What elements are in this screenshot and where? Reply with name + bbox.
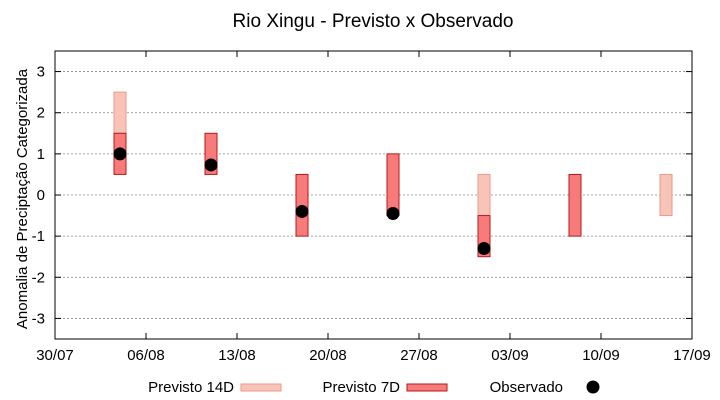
y-axis-label: Anomalia de Preciptação Categorizada	[14, 68, 31, 329]
legend-label: Observado	[490, 379, 563, 396]
legend-label: Previsto 14D	[148, 379, 234, 396]
observado-point	[386, 207, 400, 221]
x-tick-label: 27/08	[400, 347, 438, 364]
previsto-14d-bar	[477, 173, 491, 217]
y-tick-label: 0	[37, 187, 45, 204]
x-tick-label: 03/09	[491, 347, 529, 364]
legend-label: Previsto 7D	[322, 379, 400, 396]
legend-swatch-previsto-7d	[406, 383, 448, 392]
x-tick-label: 17/09	[673, 347, 711, 364]
observado-point	[204, 158, 218, 172]
y-tick-label: -2	[32, 269, 45, 286]
y-tick-label: 3	[37, 64, 45, 81]
grid-lines	[55, 71, 692, 319]
y-tick-label: 2	[37, 105, 45, 122]
axis-ticks: -3 -2 -1 0 1 2 3 30/07 06/08 13/08 20/08 27/08 03/09…	[32, 51, 711, 364]
x-tick-label: 30/07	[36, 347, 74, 364]
range-bars	[113, 91, 673, 258]
x-tick-label: 06/08	[127, 347, 165, 364]
x-tick-label: 10/09	[582, 347, 620, 364]
observado-point	[113, 147, 127, 161]
previsto-14d-bar	[113, 91, 127, 134]
x-tick-label: 13/08	[218, 347, 256, 364]
observado-point	[477, 241, 491, 255]
observado-point	[295, 204, 309, 218]
chart-title: Rio Xingu - Previsto x Observado	[233, 11, 514, 32]
previsto-14d-bar	[659, 173, 673, 217]
x-tick-label: 20/08	[309, 347, 347, 364]
y-tick-label: -1	[32, 228, 45, 245]
previsto-7d-bar	[568, 173, 582, 237]
y-tick-label: -3	[32, 310, 45, 327]
y-tick-label: 1	[37, 146, 45, 163]
previsto-7d-bar	[386, 153, 400, 217]
legend-swatch-observado	[586, 380, 600, 394]
observed-points	[113, 147, 491, 255]
legend: Previsto 14D Previsto 7D Observado	[148, 379, 600, 396]
legend-swatch-previsto-14d	[240, 383, 282, 392]
